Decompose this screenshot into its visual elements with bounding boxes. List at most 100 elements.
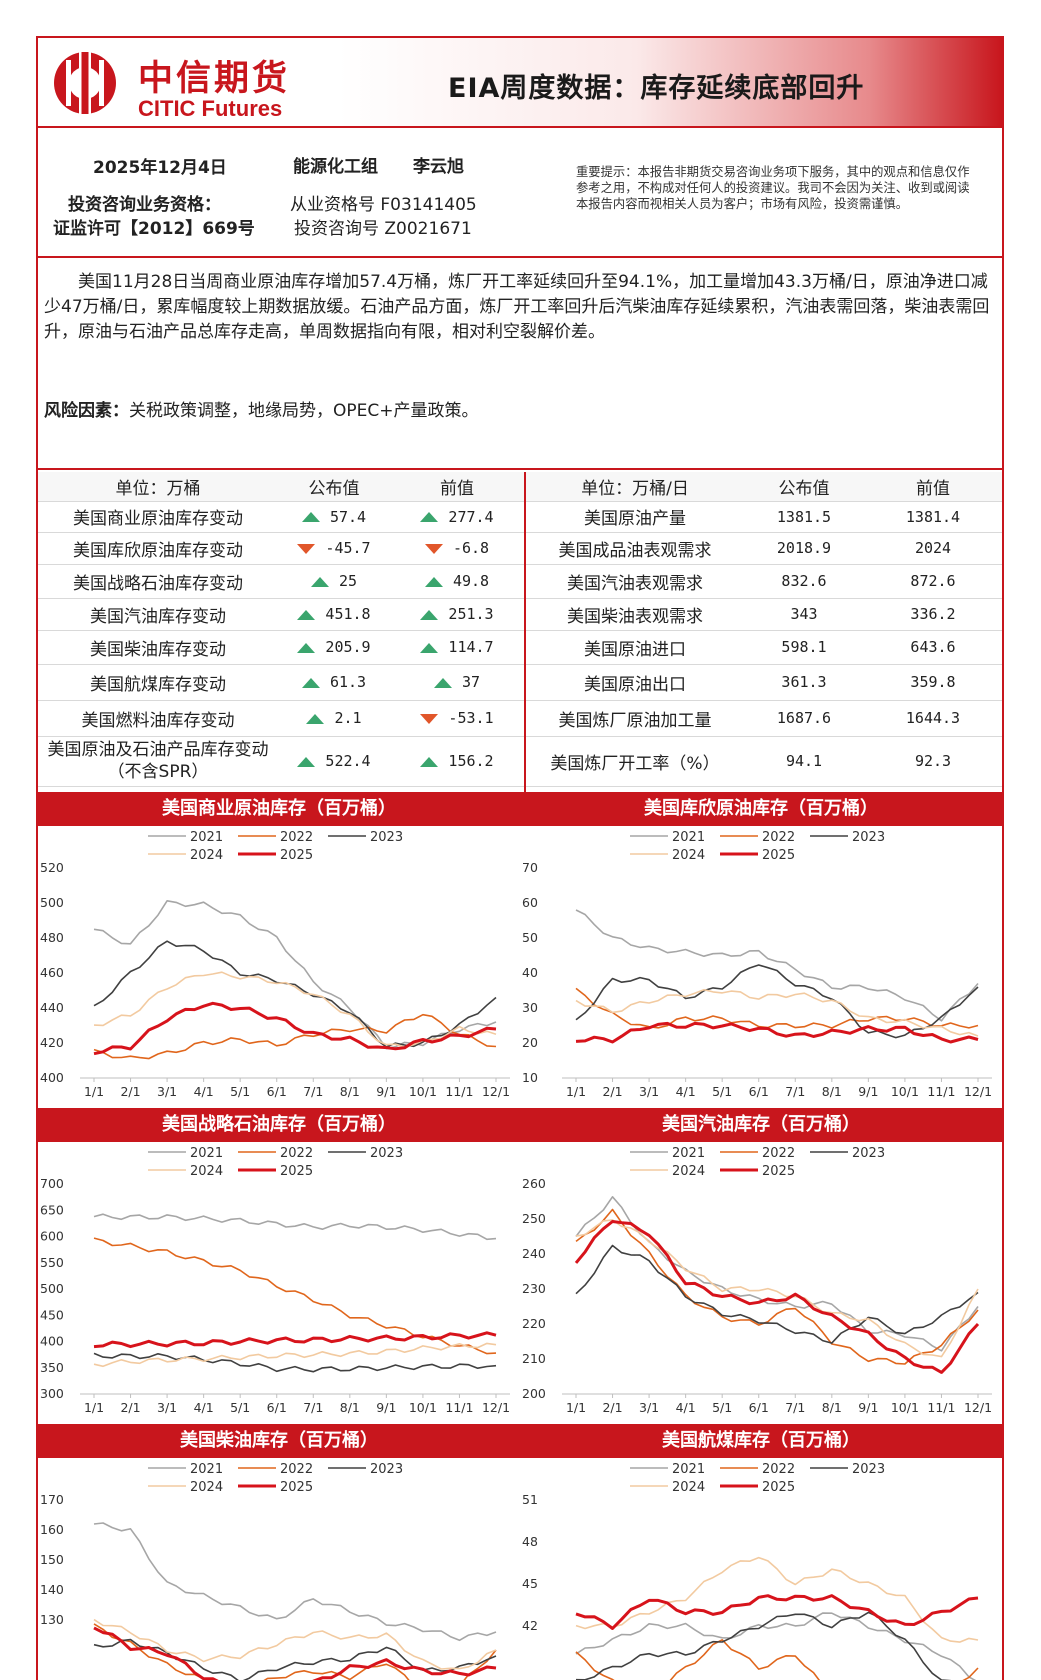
- report-page: 中信期货 CITIC Futures EIA周度数据：库存延续底部回升 2025…: [36, 36, 1004, 1680]
- row-prev-value: 37: [390, 664, 524, 701]
- series-line-2021: [93, 1522, 497, 1642]
- x-tick-label: 3/1: [639, 1084, 659, 1099]
- x-tick-label: 1/1: [84, 1084, 104, 1099]
- series-line-2025: [93, 1626, 497, 1680]
- x-tick-label: 12/1: [964, 1400, 992, 1415]
- up-arrow-icon: [310, 576, 329, 587]
- inventory-change-table: 单位：万桶 公布值 前值 美国商业原油库存变动 57.4 277.4 美国库欣原油库存…: [38, 472, 524, 787]
- y-tick-label: 70: [522, 860, 538, 875]
- y-tick-label: 600: [40, 1229, 64, 1244]
- y-tick-label: 500: [40, 1281, 64, 1296]
- x-tick-label: 7/1: [785, 1400, 805, 1415]
- citic-logo-icon: [54, 52, 116, 114]
- value-text: 25: [338, 572, 358, 590]
- brand-name-cn: 中信期货: [138, 59, 291, 99]
- series-line-2024: [575, 1556, 979, 1643]
- row-cur-value: -45.7: [278, 532, 390, 565]
- table-row: 美国商业原油库存变动 57.4 277.4: [38, 501, 524, 533]
- chart-plot: 2021 2022 2023 2024 2025 300 350 400 450 500 550 60…: [40, 1146, 510, 1415]
- y-tick-label: 700: [40, 1176, 64, 1191]
- legend-label: 2023: [852, 830, 885, 845]
- y-tick-label: 450: [40, 1307, 64, 1322]
- up-arrow-icon: [420, 756, 439, 767]
- x-tick-label: 5/1: [230, 1084, 250, 1099]
- row-cur-value: 1687.6: [744, 700, 864, 737]
- y-tick-label: 210: [522, 1351, 546, 1366]
- y-tick-label: 50: [522, 930, 538, 945]
- table-left-header-cur: 公布值: [278, 472, 390, 502]
- row-prev-value: 251.3: [390, 598, 524, 631]
- table-right-header-cur: 公布值: [744, 472, 864, 502]
- legend-label: 2025: [762, 1164, 795, 1179]
- legend-label: 2025: [280, 1164, 313, 1179]
- table-row: 美国航煤库存变动 61.3 37: [38, 664, 524, 701]
- series-line-2025: [93, 1001, 497, 1056]
- legend-label: 2021: [672, 830, 705, 845]
- report-title: EIA周度数据：库存延续底部回升: [448, 73, 865, 104]
- summary-section: 美国11月28日当周商业原油库存增加57.4万桶，炼厂开工率延续回升至94.1%…: [38, 260, 1002, 470]
- legend-label: 2021: [190, 830, 223, 845]
- series-line-2024: [575, 1219, 979, 1358]
- down-arrow-icon: [420, 713, 439, 724]
- up-arrow-icon: [297, 642, 316, 653]
- y-tick-label: 140: [40, 1582, 64, 1597]
- row-cur-value: 94.1: [744, 736, 864, 787]
- x-tick-label: 3/1: [157, 1084, 177, 1099]
- x-tick-label: 12/1: [964, 1084, 992, 1099]
- info-section: 2025年12月4日 投资咨询业务资格： 证监许可【2012】669号 能源化工…: [38, 130, 1002, 258]
- y-tick-label: 220: [522, 1316, 546, 1331]
- legend-label: 2022: [280, 830, 313, 845]
- row-prev-value: 1381.4: [864, 501, 1002, 533]
- up-arrow-icon: [420, 609, 439, 620]
- header-gradient: [338, 38, 1002, 126]
- legend-label: 2023: [370, 1146, 403, 1161]
- x-tick-label: 8/1: [822, 1084, 842, 1099]
- chart-title: 美国航煤库存（百万桶）: [520, 1424, 1002, 1458]
- x-tick-label: 6/1: [267, 1084, 287, 1099]
- x-tick-label: 8/1: [822, 1400, 842, 1415]
- x-tick-label: 6/1: [267, 1400, 287, 1415]
- row-label: 美国战略石油库存变动: [38, 564, 278, 599]
- x-tick-label: 6/1: [749, 1400, 769, 1415]
- row-cur-value: 57.4: [278, 501, 390, 533]
- disclaimer-notice: 重要提示：本报告非期货交易咨询业务项下服务，其中的观点和信息仅作参考之用，不构成…: [576, 165, 970, 211]
- up-arrow-icon: [420, 642, 439, 653]
- value-text: -45.7: [325, 539, 371, 557]
- row-cur-value: 832.6: [744, 564, 864, 599]
- x-tick-label: 5/1: [712, 1084, 732, 1099]
- legend-label: 2023: [852, 1462, 885, 1477]
- table-row: 美国战略石油库存变动 25 49.8: [38, 564, 524, 599]
- y-tick-label: 440: [40, 1000, 64, 1015]
- value-text: 205.9: [325, 638, 371, 656]
- legend-label: 2023: [852, 1146, 885, 1161]
- value-text: 49.8: [452, 572, 490, 590]
- risk-label: 风险因素：: [44, 401, 129, 421]
- report-header: 中信期货 CITIC Futures EIA周度数据：库存延续底部回升: [38, 38, 1002, 128]
- row-prev-value: 872.6: [864, 564, 1002, 599]
- chart-gasoline: 美国汽油库存（百万桶） 2021 2022 2023 2024 2025 200 210 220…: [520, 1108, 1002, 1422]
- series-line-2023: [575, 964, 979, 1039]
- table-row: 美国库欣原油库存变动 -45.7 -6.8: [38, 532, 524, 565]
- legend-label: 2024: [672, 848, 705, 863]
- y-tick-label: 480: [40, 930, 64, 945]
- value-text: 277.4: [448, 507, 494, 526]
- series-line-2023: [93, 1638, 497, 1680]
- y-tick-label: 250: [522, 1211, 546, 1226]
- row-cur-value: 2018.9: [744, 532, 864, 565]
- legend-label: 2025: [762, 848, 795, 863]
- row-label: 美国炼厂原油加工量: [526, 700, 744, 737]
- y-tick-label: 200: [522, 1386, 546, 1401]
- chart-spr: 美国战略石油库存（百万桶） 2021 2022 2023 2024 2025 300 350 4…: [38, 1108, 520, 1422]
- row-label: 美国成品油表观需求: [526, 532, 744, 565]
- series-line-2024: [93, 1618, 497, 1670]
- chart-title: 美国柴油库存（百万桶）: [38, 1424, 520, 1458]
- x-tick-label: 2/1: [120, 1400, 140, 1415]
- series-line-2023: [575, 1611, 952, 1680]
- y-tick-label: 260: [522, 1176, 546, 1191]
- legend-label: 2021: [190, 1462, 223, 1477]
- x-tick-label: 11/1: [927, 1084, 955, 1099]
- row-cur-value: 598.1: [744, 630, 864, 665]
- x-tick-label: 4/1: [676, 1400, 696, 1415]
- value-text: 451.8: [325, 605, 371, 623]
- row-label: 美国汽油表观需求: [526, 564, 744, 599]
